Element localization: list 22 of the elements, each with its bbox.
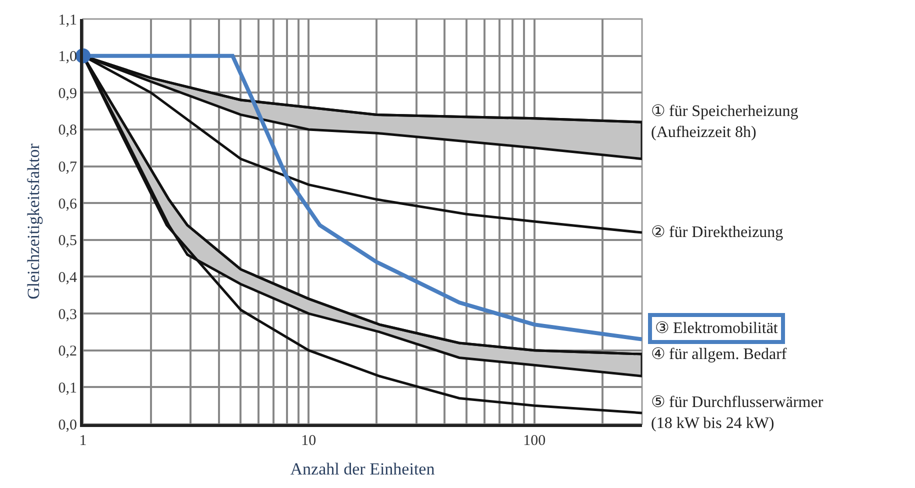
y-tick-label: 0,7 (58, 160, 78, 176)
y-tick-label: 0,1 (58, 380, 77, 396)
y-axis-title: Gleichzeitigkeitsfaktor (24, 143, 43, 300)
series-label: ② für Direktheizung (651, 224, 784, 241)
series-label: ① für Speicherheizung (Aufheizzeit 8h) (651, 103, 798, 141)
y-tick-label: 0,4 (58, 270, 78, 286)
y-tick-label: 0,5 (58, 233, 77, 250)
y-tick-label: 0,6 (58, 196, 78, 212)
y-tick-label: 0,0 (58, 417, 77, 434)
series-label: ③ Elektromobilität (655, 320, 778, 337)
series-label: ⑤ für Durchflusserwärmer (18 kW bis 24 kW) (651, 394, 824, 432)
y-tick-label: 1,0 (58, 49, 77, 66)
y-tick-label: 0,9 (58, 86, 77, 102)
x-tick-label: 100 (523, 433, 546, 449)
y-tick-label: 0,8 (58, 122, 77, 139)
y-tick-label: 1,1 (58, 12, 77, 28)
x-tick-label: 1 (79, 433, 87, 449)
series-label: ④ für allgem. Bedarf (651, 346, 788, 363)
x-tick-label: 10 (301, 433, 316, 449)
y-tick-label: 0,2 (58, 344, 77, 360)
x-axis-title: Anzahl der Einheiten (290, 459, 436, 478)
y-tick-label: 0,3 (58, 306, 77, 323)
